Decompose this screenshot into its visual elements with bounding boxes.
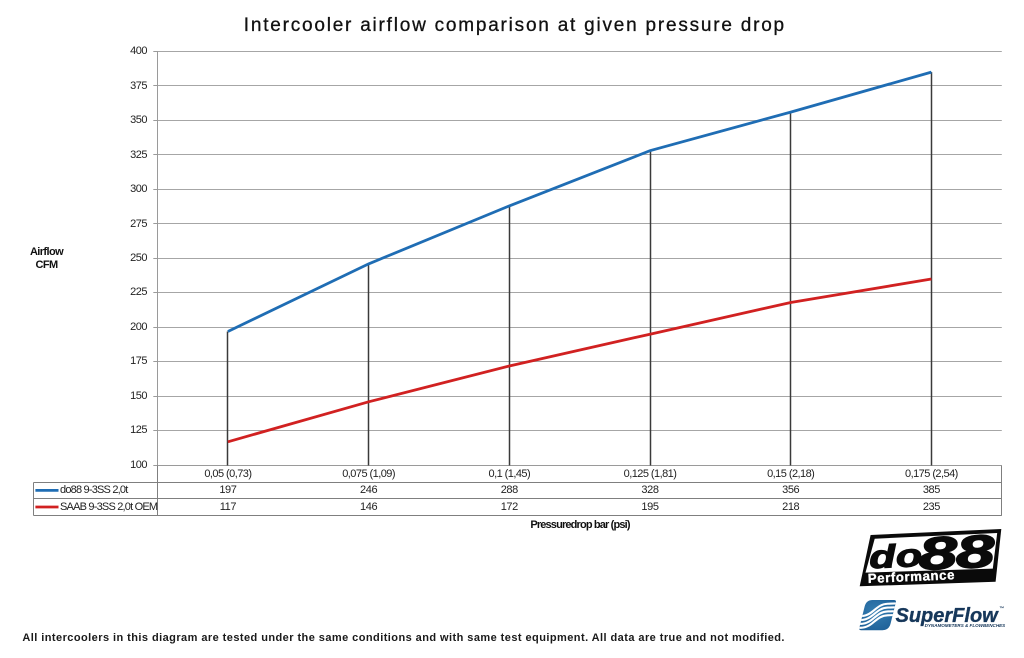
svg-text:SuperFlow: SuperFlow: [896, 605, 1000, 627]
svg-text:DYNAMOMETERS & FLOWBENCHES: DYNAMOMETERS & FLOWBENCHES: [925, 623, 1006, 628]
svg-text:Performance: Performance: [867, 567, 955, 586]
svg-text:88: 88: [917, 526, 996, 580]
svg-text:™: ™: [999, 606, 1004, 612]
svg-text:do: do: [869, 537, 924, 575]
